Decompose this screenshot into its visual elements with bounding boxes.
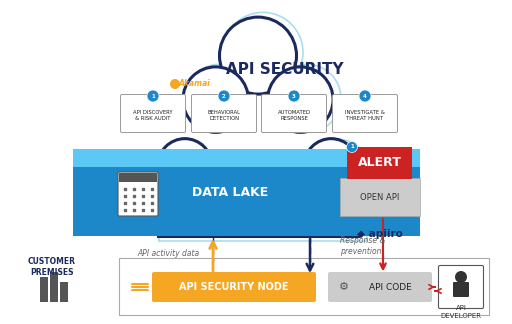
FancyBboxPatch shape <box>40 277 48 302</box>
Text: API
DEVELOPER: API DEVELOPER <box>440 306 481 318</box>
Circle shape <box>455 271 467 283</box>
Circle shape <box>220 17 296 94</box>
FancyBboxPatch shape <box>262 95 327 133</box>
Text: ALERT: ALERT <box>357 156 401 169</box>
Text: ⚙: ⚙ <box>339 282 349 292</box>
Circle shape <box>268 67 333 132</box>
Circle shape <box>147 90 159 102</box>
FancyBboxPatch shape <box>119 173 157 182</box>
FancyBboxPatch shape <box>50 272 58 302</box>
Text: CUSTOMER
PREMISES: CUSTOMER PREMISES <box>28 257 76 277</box>
Text: ◆ apiiro: ◆ apiiro <box>357 229 403 239</box>
Circle shape <box>159 139 215 195</box>
Text: API DISCOVERY
& RISK AUDIT: API DISCOVERY & RISK AUDIT <box>133 110 173 121</box>
Text: API SECURITY NODE: API SECURITY NODE <box>179 282 289 292</box>
Circle shape <box>170 79 180 89</box>
FancyBboxPatch shape <box>453 282 469 297</box>
FancyBboxPatch shape <box>332 95 397 133</box>
FancyBboxPatch shape <box>158 144 358 236</box>
Circle shape <box>288 90 300 102</box>
Circle shape <box>304 139 358 192</box>
FancyBboxPatch shape <box>340 178 420 216</box>
Text: 2: 2 <box>222 94 226 98</box>
Text: BEHAVIORAL
DETECTION: BEHAVIORAL DETECTION <box>207 110 241 121</box>
Circle shape <box>311 139 367 195</box>
Text: Akamai: Akamai <box>178 79 210 88</box>
Circle shape <box>223 12 303 92</box>
Text: 3: 3 <box>292 94 296 98</box>
FancyBboxPatch shape <box>152 272 316 302</box>
Circle shape <box>218 90 230 102</box>
FancyBboxPatch shape <box>120 95 185 133</box>
Text: 1: 1 <box>151 94 155 98</box>
FancyBboxPatch shape <box>73 149 420 236</box>
FancyBboxPatch shape <box>73 149 420 167</box>
FancyBboxPatch shape <box>347 147 412 179</box>
Text: API activity data: API activity data <box>137 249 199 259</box>
Text: AUTOMATED
RESPONSE: AUTOMATED RESPONSE <box>278 110 310 121</box>
FancyBboxPatch shape <box>60 282 68 302</box>
FancyBboxPatch shape <box>191 95 257 133</box>
Text: 1: 1 <box>350 145 354 149</box>
FancyBboxPatch shape <box>438 265 483 308</box>
FancyBboxPatch shape <box>159 145 367 241</box>
Text: Response &
prevention: Response & prevention <box>340 236 386 256</box>
Circle shape <box>183 67 248 132</box>
Text: INVESTIGATE &
THREAT HUNT: INVESTIGATE & THREAT HUNT <box>345 110 385 121</box>
Circle shape <box>185 64 253 133</box>
FancyBboxPatch shape <box>118 172 158 216</box>
Circle shape <box>158 139 212 192</box>
Text: API CODE: API CODE <box>369 283 411 292</box>
Text: 4: 4 <box>363 94 367 98</box>
FancyBboxPatch shape <box>328 272 432 302</box>
Text: OPEN API: OPEN API <box>360 192 400 202</box>
Text: API SECURITY: API SECURITY <box>226 62 344 76</box>
Circle shape <box>347 142 357 153</box>
Circle shape <box>273 64 341 133</box>
Circle shape <box>359 90 371 102</box>
FancyBboxPatch shape <box>119 258 489 315</box>
Text: DATA LAKE: DATA LAKE <box>192 186 268 199</box>
